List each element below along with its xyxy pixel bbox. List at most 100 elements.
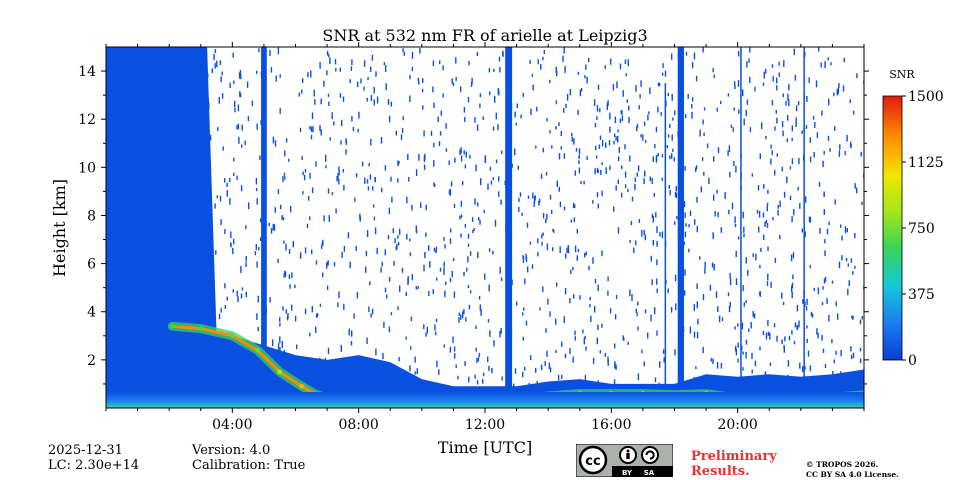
noise-speckle	[775, 109, 777, 114]
noise-speckle	[237, 123, 240, 130]
low-snr-background-region	[106, 47, 864, 408]
noise-speckle	[516, 301, 518, 306]
noise-speckle	[345, 140, 348, 145]
noise-speckle	[229, 198, 231, 205]
noise-speckle	[776, 77, 778, 84]
noise-speckle	[368, 306, 370, 313]
noise-speckle	[415, 169, 418, 177]
noise-speckle	[614, 314, 617, 320]
noise-speckle	[497, 124, 499, 131]
noise-speckle	[279, 108, 281, 114]
noise-speckle	[499, 66, 501, 73]
noise-speckle	[406, 196, 408, 204]
noise-speckle	[511, 163, 513, 168]
noise-speckle	[791, 216, 793, 223]
noise-speckle	[737, 80, 740, 87]
noise-speckle	[315, 161, 317, 167]
noise-speckle	[596, 192, 599, 198]
noise-speckle	[409, 365, 411, 372]
noise-speckle	[729, 278, 732, 286]
noise-speckle	[285, 309, 287, 314]
noise-speckle	[594, 306, 596, 313]
noise-speckle	[398, 160, 400, 165]
noise-speckle	[695, 366, 697, 370]
noise-speckle	[605, 167, 607, 175]
noise-speckle	[448, 189, 451, 195]
noise-speckle	[635, 240, 637, 246]
noise-speckle	[552, 247, 554, 252]
noise-speckle	[499, 330, 501, 338]
noise-speckle	[455, 76, 457, 81]
noise-speckle	[284, 150, 286, 157]
noise-speckle	[720, 362, 723, 369]
noise-speckle	[770, 144, 772, 149]
noise-speckle	[776, 153, 778, 157]
noise-speckle	[599, 108, 601, 113]
noise-speckle	[783, 60, 785, 68]
noise-speckle	[409, 95, 411, 103]
noise-speckle	[232, 52, 234, 58]
noise-speckle	[313, 89, 315, 97]
noise-speckle	[834, 199, 836, 205]
noise-speckle	[794, 74, 797, 78]
noise-speckle	[277, 343, 280, 350]
noise-speckle	[693, 52, 696, 60]
noise-speckle	[745, 110, 747, 117]
noise-speckle	[325, 165, 327, 169]
noise-speckle	[767, 331, 770, 336]
noise-speckle	[634, 177, 636, 182]
noise-speckle	[588, 265, 590, 271]
noise-speckle	[737, 358, 739, 363]
noise-speckle	[245, 225, 247, 229]
noise-speckle	[433, 160, 435, 167]
noise-speckle	[256, 313, 258, 320]
noise-speckle	[487, 356, 489, 363]
noise-speckle	[321, 242, 323, 247]
noise-speckle	[668, 185, 670, 189]
noise-speckle	[418, 81, 420, 85]
noise-speckle	[574, 336, 576, 341]
noise-speckle	[338, 166, 340, 171]
noise-speckle	[609, 126, 611, 133]
noise-speckle	[342, 96, 345, 102]
aerosol-layer-point	[299, 383, 305, 389]
noise-speckle	[773, 323, 776, 328]
noise-speckle	[343, 184, 345, 191]
noise-speckle	[674, 221, 676, 225]
noise-speckle	[255, 244, 257, 250]
noise-speckle	[838, 150, 841, 157]
noise-speckle	[380, 137, 383, 144]
noise-speckle	[340, 345, 342, 352]
noise-speckle	[597, 324, 599, 331]
noise-speckle	[654, 377, 657, 383]
noise-speckle	[629, 155, 631, 162]
noise-speckle	[440, 110, 442, 116]
noise-speckle	[384, 249, 386, 256]
noise-speckle	[527, 266, 529, 273]
noise-speckle	[396, 243, 398, 250]
noise-speckle	[747, 270, 749, 276]
noise-speckle	[387, 234, 390, 240]
noise-speckle	[656, 240, 658, 247]
preliminary-line-2: Results.	[691, 464, 750, 479]
noise-speckle	[424, 252, 426, 259]
noise-speckle	[226, 183, 228, 187]
noise-speckle	[714, 211, 716, 217]
cc-badge-sa: SA	[644, 469, 655, 477]
noise-speckle	[654, 143, 656, 149]
noise-speckle	[595, 155, 598, 159]
noise-speckle	[601, 190, 603, 197]
noise-speckle	[476, 124, 479, 131]
noise-speckle	[518, 206, 520, 212]
noise-speckle	[310, 135, 313, 140]
noise-speckle	[634, 183, 636, 191]
noise-speckle	[774, 169, 776, 176]
noise-speckle	[745, 257, 747, 264]
noise-speckle	[214, 63, 216, 69]
noise-speckle	[343, 246, 346, 252]
noise-speckle	[347, 232, 350, 239]
noise-speckle	[257, 326, 259, 332]
noise-speckle	[475, 325, 477, 330]
noise-speckle	[626, 99, 628, 103]
noise-speckle	[420, 202, 422, 209]
